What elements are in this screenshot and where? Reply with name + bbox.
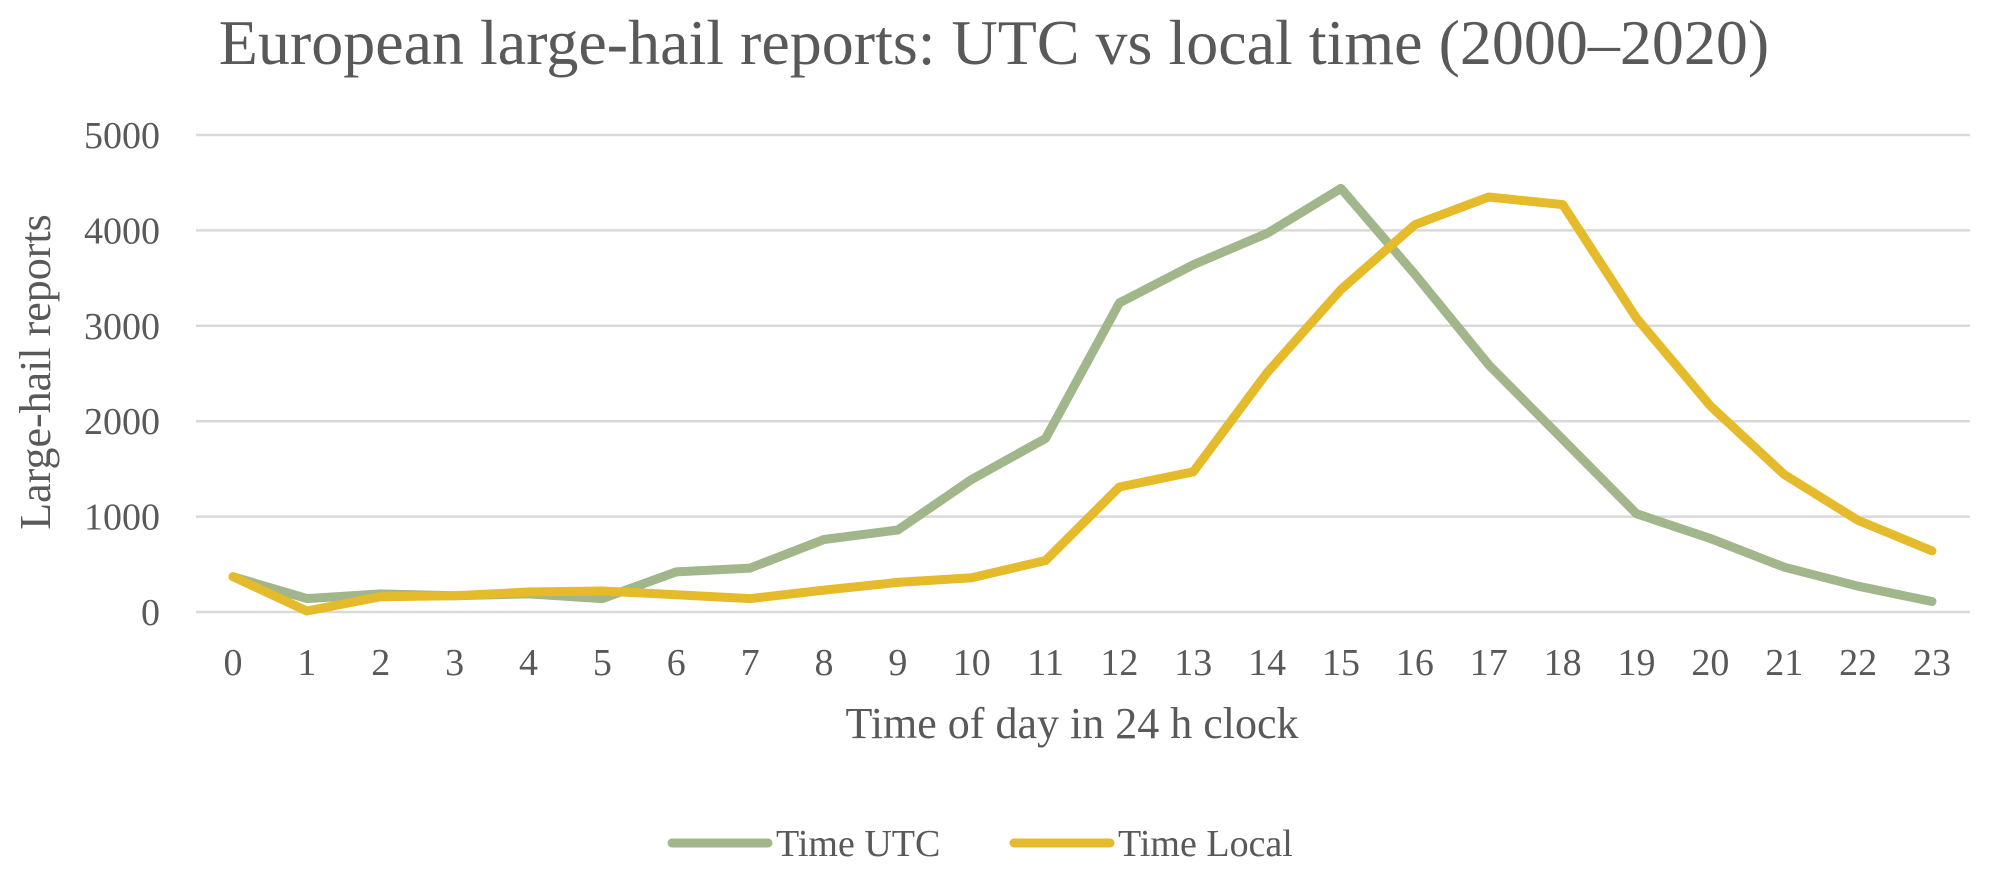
x-tick-label: 20 [1691,642,1729,684]
x-tick-label: 5 [593,642,612,684]
legend-label: Time UTC [776,823,940,865]
x-tick-label: 8 [814,642,833,684]
x-tick-label: 0 [224,642,243,684]
x-tick-label: 16 [1396,642,1434,684]
x-axis-ticks: 0 1 2 3 4 5 6 7 8 9 10 11 12 13 14 15 16 17 18 19 20 21 22 23 [224,642,1952,684]
x-tick-label: 23 [1913,642,1951,684]
y-tick-label: 0 [141,592,160,634]
y-tick-label: 4000 [84,210,160,252]
x-tick-label: 4 [519,642,538,684]
x-tick-label: 2 [371,642,390,684]
y-tick-label: 3000 [84,306,160,348]
legend-label: Time Local [1118,823,1293,865]
x-axis-title: Time of day in 24 h clock [846,699,1299,748]
x-tick-label: 9 [888,642,907,684]
x-tick-label: 11 [1027,642,1064,684]
y-tick-label: 5000 [84,115,160,157]
legend: Time UTC Time Local [667,823,1293,865]
y-axis-title: Large-hail reports [11,214,60,530]
x-tick-label: 7 [741,642,760,684]
series-line-utc [228,183,1937,606]
series-line-local [228,192,1937,616]
y-tick-label: 2000 [84,401,160,443]
x-tick-label: 21 [1765,642,1803,684]
y-tick-label: 1000 [84,497,160,539]
x-tick-label: 12 [1100,642,1138,684]
chart-title: European large-hail reports: UTC vs loca… [219,7,1769,78]
x-tick-label: 1 [297,642,316,684]
x-tick-label: 10 [953,642,991,684]
series-lines [228,183,1937,616]
x-tick-label: 17 [1470,642,1508,684]
x-tick-label: 13 [1174,642,1212,684]
x-tick-label: 14 [1248,642,1286,684]
x-tick-label: 22 [1839,642,1877,684]
x-tick-label: 3 [445,642,464,684]
gridlines [196,133,1970,614]
x-tick-label: 15 [1322,642,1360,684]
x-tick-label: 18 [1544,642,1582,684]
y-axis-ticks: 0 1000 2000 3000 4000 5000 [84,115,160,634]
x-tick-label: 6 [667,642,686,684]
x-tick-label: 19 [1618,642,1656,684]
